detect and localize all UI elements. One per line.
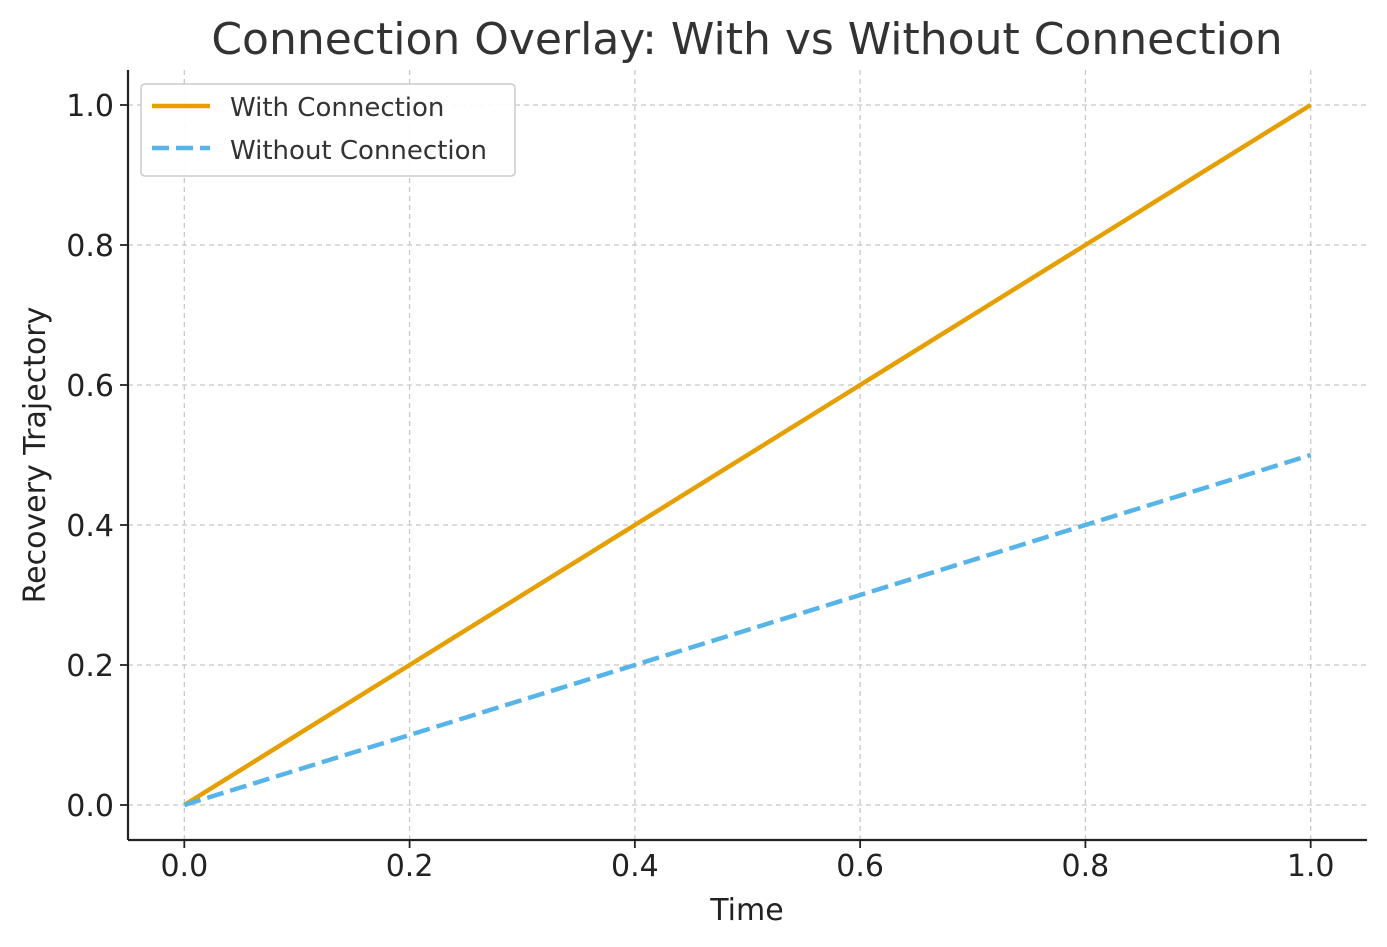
y-tick-label: 0.4: [66, 509, 114, 544]
series-line-with-connection: [183, 103, 1312, 807]
y-tick-label: 0.8: [66, 229, 114, 264]
axes: [126, 70, 1367, 842]
data-series: [183, 103, 1312, 808]
x-tick-label: 0.2: [386, 849, 434, 884]
y-tick-label: 1.0: [66, 89, 114, 124]
x-tick-label: 0.4: [611, 849, 659, 884]
y-tick-label: 0.2: [66, 649, 114, 684]
legend-label-with-connection: With Connection: [230, 93, 444, 123]
y-tick-label: 0.6: [66, 369, 114, 404]
x-tick-label: 0.8: [1062, 849, 1110, 884]
legend: With Connection Without Connection: [140, 83, 516, 177]
x-axis-label: Time: [709, 893, 783, 928]
x-tick-label: 0.0: [160, 849, 208, 884]
chart-title: Connection Overlay: With vs Without Conn…: [211, 14, 1282, 65]
series-line-without-connection: [183, 452, 1312, 808]
y-axis-label: Recovery Trajectory: [18, 307, 53, 604]
grid-lines: [128, 70, 1367, 840]
x-tick-label: 1.0: [1287, 849, 1335, 884]
y-tick-label: 0.0: [66, 789, 114, 824]
legend-label-without-connection: Without Connection: [230, 136, 487, 166]
x-tick-label: 0.6: [836, 849, 884, 884]
legend-frame: [140, 83, 516, 177]
tick-labels: 0.0 0.2 0.4 0.6 0.8 1.0 0.0 0.2 0.4 0.6 0.8 1.0: [66, 89, 1334, 884]
